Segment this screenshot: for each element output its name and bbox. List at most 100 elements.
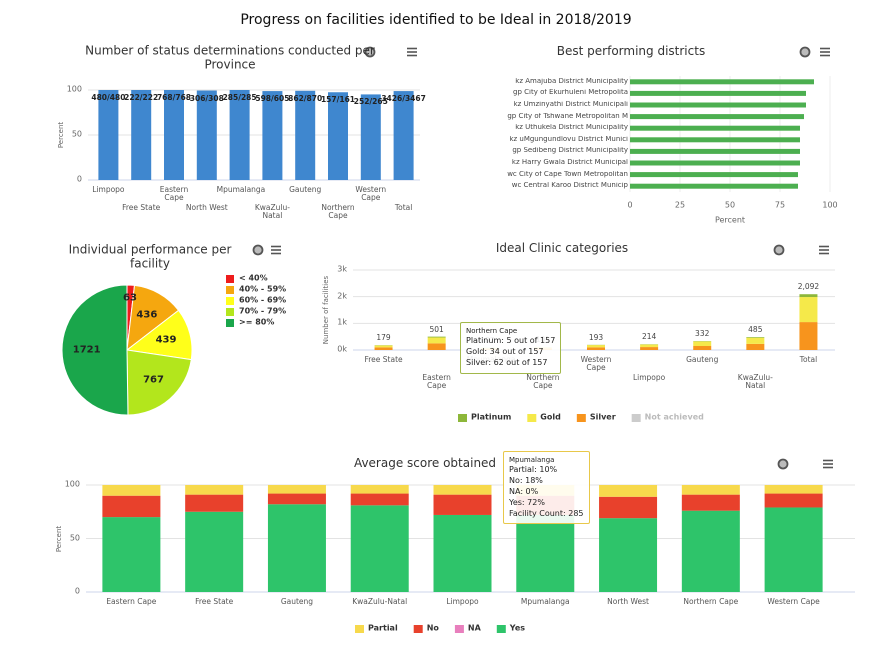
data-label: 306/308: [189, 93, 224, 103]
bar-segment: [350, 485, 409, 494]
x-tick-label: 0: [627, 200, 633, 210]
tooltip-line: Gold: 34 out of 157: [466, 347, 544, 357]
y-tick-label: 1k: [337, 317, 347, 327]
bar: [630, 172, 798, 178]
bar: [229, 90, 250, 180]
data-label: 157/161: [320, 95, 356, 105]
pie-slice: [61, 284, 129, 416]
tooltip: Northern Cape Platinum: 5 out of 157 Gold:…: [460, 322, 562, 374]
y-tick-label: kz uMgungundlovu District Munici: [509, 135, 628, 143]
bar-segment: [640, 347, 659, 350]
legend-swatch: [355, 625, 364, 633]
legend-label: Gold: [540, 412, 561, 422]
y-axis-label: Percent: [57, 121, 66, 149]
y-tick-label: wc City of Cape Town Metropolitan: [507, 170, 628, 178]
bar-segment: [799, 322, 818, 350]
context-icon: [364, 46, 376, 58]
bar: [393, 91, 414, 180]
x-tick-label: Free State: [122, 203, 161, 212]
bar-segment: [427, 336, 446, 338]
x-tick-label: Free State: [195, 597, 234, 606]
bar-segment: [185, 511, 244, 592]
bar-segment: [746, 343, 765, 350]
data-label: 252/265: [353, 97, 388, 107]
legend-label: Platinum: [471, 412, 512, 422]
bar: [630, 125, 800, 131]
legend-label: 60% - 69%: [239, 295, 287, 305]
y-tick-label: 100: [66, 84, 82, 94]
y-axis-label: Percent: [55, 525, 64, 552]
bar-segment: [746, 337, 765, 338]
y-tick-label: gp City of Ekurhuleni Metropolita: [513, 89, 628, 97]
legend-label: Not achieved: [644, 412, 704, 422]
x-tick-label: Western Cape: [767, 597, 820, 606]
bar-segment: [681, 485, 740, 495]
bar-segment: [427, 337, 446, 344]
x-tick-label: Eastern Cape: [422, 373, 451, 391]
bar-segment: [516, 514, 575, 592]
x-tick-label: Northern Cape: [683, 597, 739, 606]
y-tick-label: gp City of Tshwane Metropolitan M: [507, 112, 628, 120]
tooltip-title: Mpumalanga: [509, 456, 555, 464]
pie-slice: [126, 349, 192, 416]
bar-segment: [764, 493, 823, 508]
page-title: Progress on facilities identified to be …: [240, 12, 632, 28]
bar: [360, 94, 381, 180]
x-tick-label: KwaZulu-Natal: [352, 597, 408, 606]
tooltip-line: NA: 0%: [509, 487, 539, 497]
legend-swatch: [454, 625, 464, 633]
chart-title: Ideal Clinic categories: [495, 240, 629, 255]
bar-segment: [374, 347, 393, 350]
bar: [262, 91, 283, 180]
y-axis-label: Number of facilities: [322, 275, 331, 345]
x-tick-label: North West: [185, 203, 228, 212]
legend-label: Partial: [368, 623, 398, 633]
stack-label: 193: [588, 332, 604, 342]
bar: [630, 137, 800, 143]
bar-segment: [350, 505, 409, 592]
x-tick-label: KwaZulu-Natal: [737, 373, 773, 391]
context-icon: [777, 458, 789, 470]
bar-segment: [350, 493, 409, 506]
bar-segment: [587, 345, 605, 348]
legend-swatch: [226, 286, 234, 294]
data-label: 767: [143, 374, 164, 386]
tooltip: Mpumalanga Partial: 10% No: 18% NA: 0% Yes: …: [503, 451, 590, 525]
x-tick-label: Western Cape: [580, 355, 612, 373]
y-tick-label: kz Uthukela District Municipality: [515, 124, 628, 132]
bar: [295, 90, 316, 180]
x-tick-label: Free State: [364, 355, 403, 364]
legend-swatch: [527, 414, 537, 422]
bar-segment: [433, 485, 492, 495]
bar: [131, 90, 152, 180]
bar-segment: [764, 507, 823, 592]
legend-label: < 40%: [239, 273, 268, 283]
chart-title: Best performing districts: [556, 43, 706, 58]
bar-segment: [746, 337, 765, 344]
bar-segment: [799, 297, 818, 323]
x-axis-label: Percent: [714, 215, 746, 225]
legend-swatch: [226, 297, 234, 305]
x-tick-label: Total: [799, 355, 818, 364]
bar-segment: [587, 347, 605, 350]
data-label: 598/605: [255, 93, 290, 103]
x-tick-label: Eastern Cape: [106, 597, 157, 606]
data-label: 63: [123, 292, 137, 304]
data-label: 768/768: [156, 92, 192, 102]
data-label: 222/222: [124, 92, 159, 102]
data-label: 436: [136, 309, 158, 321]
bar-segment: [267, 493, 326, 505]
y-tick-label: 2k: [337, 291, 347, 301]
bar-segment: [640, 344, 659, 348]
tooltip-line: No: 18%: [509, 476, 543, 486]
y-tick-label: 0: [76, 174, 82, 184]
legend-label: 70% - 79%: [239, 306, 287, 316]
bar-segment: [433, 514, 492, 592]
bar-segment: [185, 485, 244, 495]
tooltip-line: Yes: 72%: [509, 497, 545, 507]
bar: [630, 79, 814, 85]
bar-segment: [102, 517, 161, 592]
tooltip-line: Partial: 10%: [509, 465, 558, 475]
